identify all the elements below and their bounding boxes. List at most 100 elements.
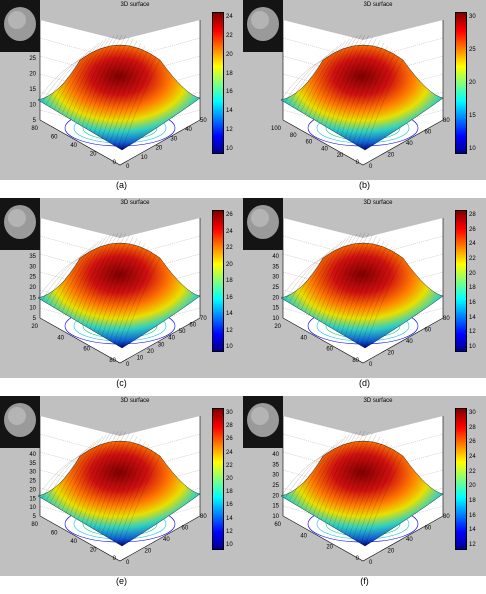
colorbar-tick-label: 18 [226, 278, 233, 284]
colorbar-tick-label: 12 [469, 329, 476, 336]
sample-thumbnail [243, 198, 283, 250]
plot-area: 35 30 25 20 15 10 5 20 40 60 80 0 10 20 30 40 50 60 70 3D s… [0, 198, 243, 378]
colorbar-tick-label: 20 [469, 483, 476, 490]
x-tick-label: 0 [126, 362, 130, 368]
z-tick-label: 30 [272, 473, 279, 479]
z-tick-label: 10 [272, 316, 279, 322]
panel-caption: (e) [116, 576, 127, 586]
plot-title: 3D surface [363, 200, 393, 206]
colorbar-tick-label: 10 [226, 542, 233, 548]
y-tick-label: 20 [90, 152, 97, 158]
x-tick-label: 60 [425, 526, 432, 532]
colorbar [455, 12, 467, 154]
y-tick-label: 80 [109, 358, 116, 364]
surface-plot: 40 35 30 25 20 15 10 20 40 60 80 0 20 40 60 80 [272, 218, 450, 368]
x-tick-label: 0 [126, 164, 130, 170]
x-tick-label: 60 [182, 526, 189, 532]
colorbar-tick-label: 14 [469, 314, 476, 321]
x-tick-label: 80 [200, 514, 207, 520]
colorbar-tick-label: 24 [226, 228, 233, 235]
colorbar-tick-label: 22 [226, 245, 233, 251]
colorbar-tick-label: 24 [469, 454, 476, 460]
x-tick-label: 50 [179, 329, 186, 335]
plot-area: 40 35 30 25 20 15 10 5 80 60 40 20 0 0 20 40 60 80 3D surf… [0, 396, 243, 576]
x-tick-label: 60 [425, 130, 432, 136]
colorbar [212, 408, 224, 550]
z-tick-label: 15 [29, 295, 36, 301]
y-tick-label: 80 [290, 133, 297, 139]
colorbar-tick-label: 15 [469, 113, 476, 119]
colorbar-tick-label: 24 [226, 449, 233, 456]
y-tick-label: 0 [113, 160, 117, 166]
y-tick-label: 20 [326, 545, 333, 551]
colorbar-tick-label: 12 [469, 542, 476, 548]
z-tick-label: 25 [29, 275, 36, 281]
sample-thumbnail [0, 396, 40, 448]
colorbar [455, 210, 467, 352]
colorbar [455, 408, 467, 550]
surface-plot: 100 80 60 40 20 0 0 20 40 60 80 [271, 20, 450, 170]
y-tick-label: 80 [352, 358, 359, 364]
panel-caption: (d) [359, 378, 370, 388]
colorbar-tick-label: 20 [469, 270, 476, 277]
x-tick-label: 10 [141, 155, 148, 161]
colorbar-tick-label: 26 [226, 436, 233, 443]
z-tick-label: 20 [272, 295, 279, 301]
x-tick-label: 0 [126, 560, 130, 566]
colorbar-tick-label: 10 [469, 344, 476, 350]
colorbar-tick-label: 30 [469, 14, 476, 20]
colorbar-tick-label: 24 [469, 241, 476, 248]
x-tick-label: 20 [388, 549, 395, 555]
z-tick-label: 30 [272, 275, 279, 281]
figure-panel: 40 35 30 25 20 15 10 5 80 60 40 20 0 0 20 40 60 80 3D surf… [0, 396, 243, 594]
z-tick-label: 20 [29, 285, 36, 291]
panel-caption: (c) [116, 378, 127, 388]
sample-thumbnail [0, 0, 40, 52]
colorbar-tick-label: 10 [226, 344, 233, 350]
y-tick-label: 80 [31, 126, 38, 132]
z-tick-label: 5 [33, 316, 37, 322]
surface-plot: 25 20 15 10 5 80 60 40 20 0 0 10 20 30 40 50 [29, 20, 207, 170]
y-tick-label: 0 [113, 556, 117, 562]
colorbar-tick-label: 22 [469, 468, 476, 475]
surface-plot: 40 35 30 25 20 15 10 5 80 60 40 20 0 0 20 40 60 80 [29, 416, 207, 566]
colorbar [212, 12, 224, 154]
y-tick-label: 0 [356, 556, 360, 562]
x-tick-label: 80 [443, 316, 450, 322]
x-tick-label: 20 [388, 351, 395, 357]
colorbar-tick-label: 16 [226, 294, 233, 301]
y-tick-label: 60 [326, 347, 333, 353]
colorbar-tick-label: 22 [226, 462, 233, 469]
colorbar-tick-label: 14 [226, 311, 233, 317]
z-tick-label: 35 [29, 254, 36, 260]
z-tick-label: 40 [272, 452, 279, 458]
z-tick-label: 10 [29, 306, 36, 312]
z-tick-label: 20 [272, 493, 279, 499]
z-tick-label: 25 [272, 483, 279, 489]
x-tick-label: 0 [369, 164, 373, 170]
colorbar-tick-label: 30 [469, 410, 476, 416]
x-tick-label: 70 [200, 316, 207, 322]
x-tick-label: 40 [185, 127, 192, 133]
colorbar-tick-label: 30 [226, 410, 233, 416]
z-tick-label: 25 [29, 56, 36, 62]
z-tick-label: 15 [272, 306, 279, 312]
y-tick-label: 100 [271, 126, 282, 132]
colorbar-tick-label: 25 [469, 47, 476, 53]
figure-panel: 35 30 25 20 15 10 5 20 40 60 80 0 10 20 30 40 50 60 70 3D s… [0, 198, 243, 396]
surface-plot: 40 35 30 25 20 15 10 60 40 20 0 0 20 40 60 80 [272, 416, 450, 566]
y-tick-label: 40 [57, 335, 64, 341]
colorbar-tick-label: 16 [469, 300, 476, 306]
y-tick-label: 20 [337, 153, 344, 159]
y-tick-label: 20 [274, 324, 281, 330]
x-tick-label: 40 [406, 537, 413, 543]
colorbar-tick-label: 26 [469, 226, 476, 233]
plot-area: 40 35 30 25 20 15 10 20 40 60 80 0 20 40 60 80 3D surfac… [243, 198, 486, 378]
colorbar-tick-label: 20 [469, 80, 476, 86]
z-tick-label: 10 [29, 505, 36, 511]
z-tick-label: 40 [29, 452, 36, 458]
y-tick-label: 60 [306, 140, 313, 146]
x-tick-label: 20 [156, 146, 163, 152]
z-tick-label: 35 [272, 462, 279, 468]
colorbar-tick-label: 20 [226, 476, 233, 482]
